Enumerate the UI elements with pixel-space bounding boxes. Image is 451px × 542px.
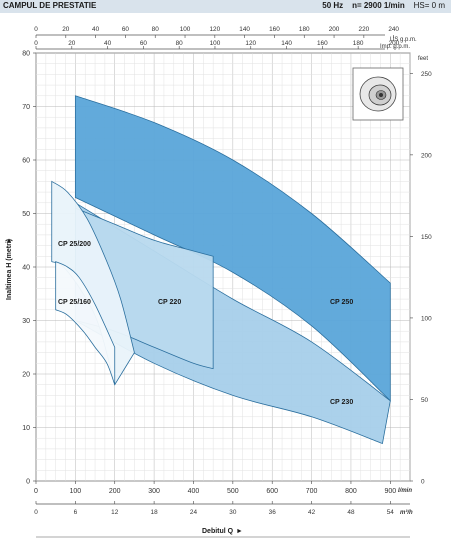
- imp-gpm-tick-label: 160: [317, 40, 328, 47]
- x-tick-label: 500: [227, 488, 239, 495]
- us-gpm-tick-label: 20: [62, 26, 70, 33]
- us-gpm-tick-label: 140: [239, 26, 250, 33]
- y-axis-title-arrow: ►: [6, 237, 13, 244]
- y-tick-label: 50: [22, 211, 30, 218]
- us-gpm-tick-label: 60: [122, 26, 130, 33]
- us-gpm-tick-label: 80: [152, 26, 160, 33]
- y-axis-title: Inaltimea H (metri): [6, 239, 13, 300]
- frequency-label: 50 Hz: [322, 1, 344, 10]
- y-tick-label: 60: [22, 158, 30, 165]
- curve-areas: [51, 95, 391, 445]
- m3h-tick-label: 12: [111, 509, 119, 516]
- x-tick-label: 800: [345, 488, 357, 495]
- imp-gpm-tick-label: 100: [210, 40, 221, 47]
- imp-gpm-unit: Imp. g.p.m.: [380, 44, 410, 50]
- feet-unit: feet: [418, 56, 428, 62]
- label-cp220: CP 220: [158, 299, 181, 306]
- us-gpm-tick-label: 240: [388, 26, 399, 33]
- us-gpm-tick-label: 120: [209, 26, 220, 33]
- feet-tick-label: 200: [421, 152, 432, 159]
- x-unit-lmin: l/min: [398, 488, 412, 494]
- m3h-tick-label: 42: [308, 509, 316, 516]
- imp-gpm-tick-label: 80: [176, 40, 184, 47]
- m3h-tick-label: 30: [229, 509, 237, 516]
- m3h-tick-label: 48: [347, 509, 355, 516]
- m3h-tick-label: 6: [74, 509, 78, 516]
- feet-tick-label: 50: [421, 397, 429, 404]
- x-tick-label: 200: [109, 488, 121, 495]
- x-unit-m3h: m³/h: [400, 509, 413, 516]
- feet-tick-label: 150: [421, 234, 432, 241]
- us-gpm-tick-label: 200: [329, 26, 340, 33]
- x-tick-label: 600: [266, 488, 278, 495]
- label-cp25-160: CP 25/160: [58, 299, 91, 306]
- x-tick-label: 0: [34, 488, 38, 495]
- y-tick-label: 40: [22, 265, 30, 272]
- m3h-tick-label: 0: [34, 509, 38, 516]
- chart-title: CAMPUL DE PRESTATIE: [3, 1, 97, 10]
- y-tick-label: 0: [26, 479, 30, 486]
- y-tick-label: 10: [22, 425, 30, 432]
- y-tick-label: 70: [22, 104, 30, 111]
- label-cp250: CP 250: [330, 299, 353, 306]
- x-axis-title-arrow: ►: [236, 528, 243, 535]
- pump-image: [352, 67, 404, 121]
- x-axis-title: Debitul Q: [202, 528, 234, 535]
- us-gpm-tick-label: 0: [34, 26, 38, 33]
- header-parameters: 50 Hz n= 2900 1/min HS= 0 m: [322, 1, 445, 10]
- us-gpm-tick-label: 160: [269, 26, 280, 33]
- feet-tick-label: 250: [421, 71, 432, 78]
- area-cp-25-160: [55, 261, 116, 385]
- imp-gpm-tick-label: 180: [353, 40, 364, 47]
- imp-gpm-tick-label: 40: [104, 40, 112, 47]
- feet-tick-label: 100: [421, 315, 432, 322]
- hs-label: HS= 0 m: [413, 1, 445, 10]
- imp-gpm-tick-label: 140: [281, 40, 292, 47]
- label-cp25-200: CP 25/200: [58, 241, 91, 248]
- imp-gpm-tick-label: 60: [140, 40, 148, 47]
- axis-ticks: 0 100 200 300 400 500 600 700 800 900010203040506…: [22, 26, 432, 516]
- feet-tick-label: 0: [421, 479, 425, 486]
- imp-gpm-tick-label: 20: [68, 40, 76, 47]
- imp-gpm-tick-label: 0: [34, 40, 38, 47]
- y-tick-label: 20: [22, 372, 30, 379]
- imp-gpm-tick-label: 120: [245, 40, 256, 47]
- label-cp230: CP 230: [330, 399, 353, 406]
- us-gpm-tick-label: 220: [359, 26, 370, 33]
- header-bar: CAMPUL DE PRESTATIE 50 Hz n= 2900 1/min …: [0, 0, 451, 13]
- imp-gpm-tick-label: 200: [389, 40, 400, 47]
- m3h-tick-label: 24: [190, 509, 198, 516]
- m3h-tick-label: 18: [151, 509, 159, 516]
- x-tick-label: 400: [188, 488, 200, 495]
- x-tick-label: 700: [306, 488, 318, 495]
- y-tick-label: 30: [22, 318, 30, 325]
- speed-label: n= 2900 1/min: [352, 1, 405, 10]
- x-tick-label: 900: [384, 488, 396, 495]
- us-gpm-tick-label: 180: [299, 26, 310, 33]
- x-tick-label: 300: [148, 488, 160, 495]
- x-tick-label: 100: [70, 488, 82, 495]
- us-gpm-unit: US g.p.m.: [390, 37, 417, 43]
- us-gpm-tick-label: 100: [180, 26, 191, 33]
- m3h-tick-label: 36: [269, 509, 277, 516]
- m3h-tick-label: 54: [387, 509, 395, 516]
- y-tick-label: 80: [22, 51, 30, 58]
- us-gpm-tick-label: 40: [92, 26, 100, 33]
